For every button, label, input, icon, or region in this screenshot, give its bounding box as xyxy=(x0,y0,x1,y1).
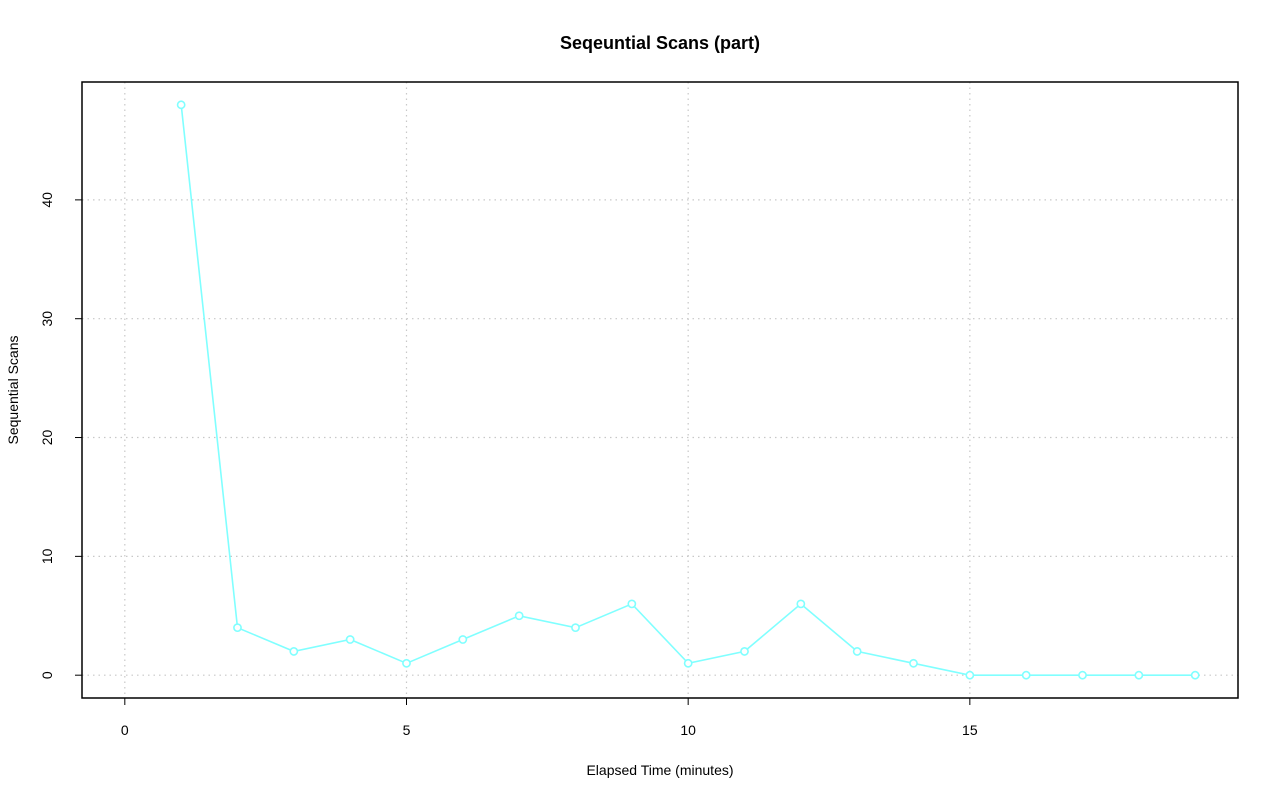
y-tick-label: 0 xyxy=(39,671,55,679)
y-axis: 0 10 20 30 40 xyxy=(39,192,82,679)
data-point xyxy=(345,635,355,644)
x-tick-label: 15 xyxy=(962,722,978,738)
data-point xyxy=(683,658,693,668)
y-tick-label: 40 xyxy=(39,192,55,208)
data-point xyxy=(796,599,806,609)
data-point xyxy=(909,658,918,668)
data-point xyxy=(1021,670,1031,680)
data-point xyxy=(965,670,975,680)
y-tick-label: 10 xyxy=(39,548,55,564)
data-point xyxy=(514,611,524,621)
grid-lines xyxy=(82,82,1238,698)
data-point xyxy=(1190,670,1200,680)
series-layer xyxy=(176,100,1200,680)
x-tick-label: 10 xyxy=(680,722,696,738)
data-point xyxy=(233,623,242,633)
x-axis-label: Elapsed Time (minutes) xyxy=(586,762,733,778)
data-point xyxy=(627,599,637,609)
plot-frame xyxy=(81,81,1239,699)
data-point xyxy=(1134,670,1144,680)
data-point xyxy=(852,647,862,656)
data-point xyxy=(458,635,468,644)
data-point xyxy=(289,647,299,656)
chart-title: Seqeuntial Scans (part) xyxy=(560,33,760,53)
data-point xyxy=(740,647,749,656)
data-point xyxy=(176,100,186,110)
data-point xyxy=(571,623,580,633)
y-axis-label: Sequential Scans xyxy=(5,336,21,445)
x-axis: 0 5 10 15 xyxy=(121,697,978,738)
data-point xyxy=(1078,670,1087,680)
x-tick-label: 5 xyxy=(403,722,411,738)
data-point xyxy=(402,658,411,668)
x-tick-label: 0 xyxy=(121,722,129,738)
y-tick-label: 20 xyxy=(39,430,55,446)
y-tick-label: 30 xyxy=(39,311,55,327)
